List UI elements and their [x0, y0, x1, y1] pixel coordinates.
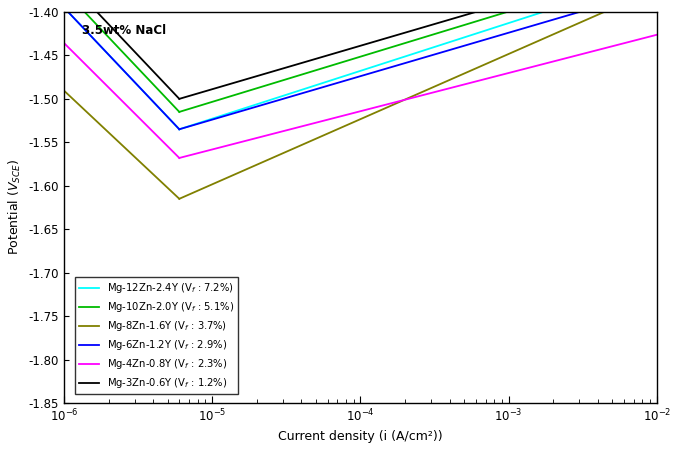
- Mg-12Zn-2.4Y (V$_f$ : 7.2%): (6.73e-05, -1.48): 7.2%): (6.73e-05, -1.48): [331, 76, 339, 82]
- Mg-10Zn-2.0Y (V$_f$ : 5.1%): (1.46e-05, -1.49): 5.1%): (1.46e-05, -1.49): [233, 92, 241, 97]
- Mg-10Zn-2.0Y (V$_f$ : 5.1%): (0.000638, -1.41): 5.1%): (0.000638, -1.41): [476, 18, 484, 23]
- Mg-8Zn-1.6Y (V$_f$ : 3.7%): (6e-06, -1.61): 3.7%): (6e-06, -1.61): [175, 196, 183, 202]
- Mg-10Zn-2.0Y (V$_f$ : 5.1%): (6.73e-05, -1.46): 5.1%): (6.73e-05, -1.46): [331, 62, 339, 67]
- Mg-4Zn-0.8Y (V$_f$ : 2.3%): (0.000638, -1.48): 2.3%): (0.000638, -1.48): [476, 78, 484, 83]
- Mg-10Zn-2.0Y (V$_f$ : 5.1%): (0.00127, -1.39): 5.1%): (0.00127, -1.39): [520, 4, 528, 9]
- Mg-3Zn-0.6Y (V$_f$ : 1.2%): (6.73e-05, -1.45): 1.2%): (6.73e-05, -1.45): [331, 50, 339, 56]
- Mg-3Zn-0.6Y (V$_f$ : 1.2%): (0.000113, -1.44): 1.2%): (0.000113, -1.44): [364, 40, 372, 46]
- Line: Mg-10Zn-2.0Y (V$_f$ : 5.1%): Mg-10Zn-2.0Y (V$_f$ : 5.1%): [179, 0, 657, 112]
- Mg-12Zn-2.4Y (V$_f$ : 7.2%): (0.000638, -1.42): 7.2%): (0.000638, -1.42): [476, 30, 484, 35]
- Text: 3.5wt% NaCl: 3.5wt% NaCl: [82, 24, 166, 37]
- Mg-6Zn-1.2Y (V$_f$ : 2.9%): (0.00127, -1.42): 2.9%): (0.00127, -1.42): [520, 26, 528, 31]
- Mg-12Zn-2.4Y (V$_f$ : 7.2%): (0.00132, -1.41): 7.2%): (0.00132, -1.41): [522, 15, 530, 20]
- Mg-8Zn-1.6Y (V$_f$ : 3.7%): (0.00132, -1.44): 3.7%): (0.00132, -1.44): [522, 44, 530, 49]
- Mg-4Zn-0.8Y (V$_f$ : 2.3%): (6.73e-05, -1.52): 2.3%): (6.73e-05, -1.52): [331, 115, 339, 121]
- Line: Mg-8Zn-1.6Y (V$_f$ : 3.7%): Mg-8Zn-1.6Y (V$_f$ : 3.7%): [179, 0, 657, 199]
- Mg-12Zn-2.4Y (V$_f$ : 7.2%): (1.46e-05, -1.51): 7.2%): (1.46e-05, -1.51): [233, 108, 241, 113]
- Legend: Mg-12Zn-2.4Y (V$_f$ : 7.2%), Mg-10Zn-2.0Y (V$_f$ : 5.1%), Mg-8Zn-1.6Y (V$_f$ : 3: Mg-12Zn-2.4Y (V$_f$ : 7.2%), Mg-10Zn-2.0…: [75, 277, 238, 394]
- Mg-4Zn-0.8Y (V$_f$ : 2.3%): (1.46e-05, -1.55): 2.3%): (1.46e-05, -1.55): [233, 140, 241, 146]
- Line: Mg-12Zn-2.4Y (V$_f$ : 7.2%): Mg-12Zn-2.4Y (V$_f$ : 7.2%): [179, 0, 657, 129]
- Line: Mg-4Zn-0.8Y (V$_f$ : 2.3%): Mg-4Zn-0.8Y (V$_f$ : 2.3%): [179, 35, 657, 158]
- Mg-3Zn-0.6Y (V$_f$ : 1.2%): (1.46e-05, -1.48): 1.2%): (1.46e-05, -1.48): [233, 79, 241, 85]
- X-axis label: Current density (i (A/cm²)): Current density (i (A/cm²)): [278, 430, 443, 443]
- Mg-6Zn-1.2Y (V$_f$ : 2.9%): (0.000638, -1.43): 2.9%): (0.000638, -1.43): [476, 39, 484, 44]
- Mg-6Zn-1.2Y (V$_f$ : 2.9%): (1.46e-05, -1.52): 2.9%): (1.46e-05, -1.52): [233, 110, 241, 115]
- Mg-8Zn-1.6Y (V$_f$ : 3.7%): (0.000113, -1.52): 3.7%): (0.000113, -1.52): [364, 113, 372, 118]
- Mg-12Zn-2.4Y (V$_f$ : 7.2%): (6e-06, -1.53): 7.2%): (6e-06, -1.53): [175, 126, 183, 132]
- Mg-4Zn-0.8Y (V$_f$ : 2.3%): (0.01, -1.43): 2.3%): (0.01, -1.43): [653, 32, 661, 37]
- Mg-4Zn-0.8Y (V$_f$ : 2.3%): (0.00132, -1.46): 2.3%): (0.00132, -1.46): [522, 66, 530, 71]
- Mg-3Zn-0.6Y (V$_f$ : 1.2%): (6e-06, -1.5): 1.2%): (6e-06, -1.5): [175, 96, 183, 102]
- Mg-3Zn-0.6Y (V$_f$ : 1.2%): (0.000638, -1.4): 1.2%): (0.000638, -1.4): [476, 8, 484, 14]
- Mg-4Zn-0.8Y (V$_f$ : 2.3%): (0.000113, -1.51): 2.3%): (0.000113, -1.51): [364, 107, 372, 112]
- Line: Mg-3Zn-0.6Y (V$_f$ : 1.2%): Mg-3Zn-0.6Y (V$_f$ : 1.2%): [179, 0, 657, 99]
- Mg-8Zn-1.6Y (V$_f$ : 3.7%): (6.73e-05, -1.54): 3.7%): (6.73e-05, -1.54): [331, 128, 339, 133]
- Line: Mg-6Zn-1.2Y (V$_f$ : 2.9%): Mg-6Zn-1.2Y (V$_f$ : 2.9%): [179, 0, 657, 129]
- Mg-6Zn-1.2Y (V$_f$ : 2.9%): (0.000113, -1.47): 2.9%): (0.000113, -1.47): [364, 71, 372, 76]
- Mg-10Zn-2.0Y (V$_f$ : 5.1%): (0.00132, -1.39): 5.1%): (0.00132, -1.39): [522, 3, 530, 9]
- Mg-12Zn-2.4Y (V$_f$ : 7.2%): (0.000113, -1.46): 7.2%): (0.000113, -1.46): [364, 66, 372, 71]
- Mg-4Zn-0.8Y (V$_f$ : 2.3%): (0.00127, -1.47): 2.3%): (0.00127, -1.47): [520, 66, 528, 72]
- Mg-8Zn-1.6Y (V$_f$ : 3.7%): (1.46e-05, -1.59): 3.7%): (1.46e-05, -1.59): [233, 171, 241, 176]
- Mg-8Zn-1.6Y (V$_f$ : 3.7%): (0.000638, -1.46): 3.7%): (0.000638, -1.46): [476, 64, 484, 69]
- Mg-6Zn-1.2Y (V$_f$ : 2.9%): (6.73e-05, -1.48): 2.9%): (6.73e-05, -1.48): [331, 81, 339, 86]
- Y-axis label: Potential ($V_{SCE}$): Potential ($V_{SCE}$): [7, 159, 23, 256]
- Mg-4Zn-0.8Y (V$_f$ : 2.3%): (6e-06, -1.57): 2.3%): (6e-06, -1.57): [175, 155, 183, 161]
- Mg-10Zn-2.0Y (V$_f$ : 5.1%): (0.000113, -1.45): 5.1%): (0.000113, -1.45): [364, 52, 372, 57]
- Mg-12Zn-2.4Y (V$_f$ : 7.2%): (0.00127, -1.41): 7.2%): (0.00127, -1.41): [520, 15, 528, 21]
- Mg-10Zn-2.0Y (V$_f$ : 5.1%): (6e-06, -1.51): 5.1%): (6e-06, -1.51): [175, 109, 183, 115]
- Mg-8Zn-1.6Y (V$_f$ : 3.7%): (0.00127, -1.44): 3.7%): (0.00127, -1.44): [520, 45, 528, 50]
- Mg-6Zn-1.2Y (V$_f$ : 2.9%): (0.00132, -1.42): 2.9%): (0.00132, -1.42): [522, 25, 530, 30]
- Mg-6Zn-1.2Y (V$_f$ : 2.9%): (6e-06, -1.53): 2.9%): (6e-06, -1.53): [175, 126, 183, 132]
